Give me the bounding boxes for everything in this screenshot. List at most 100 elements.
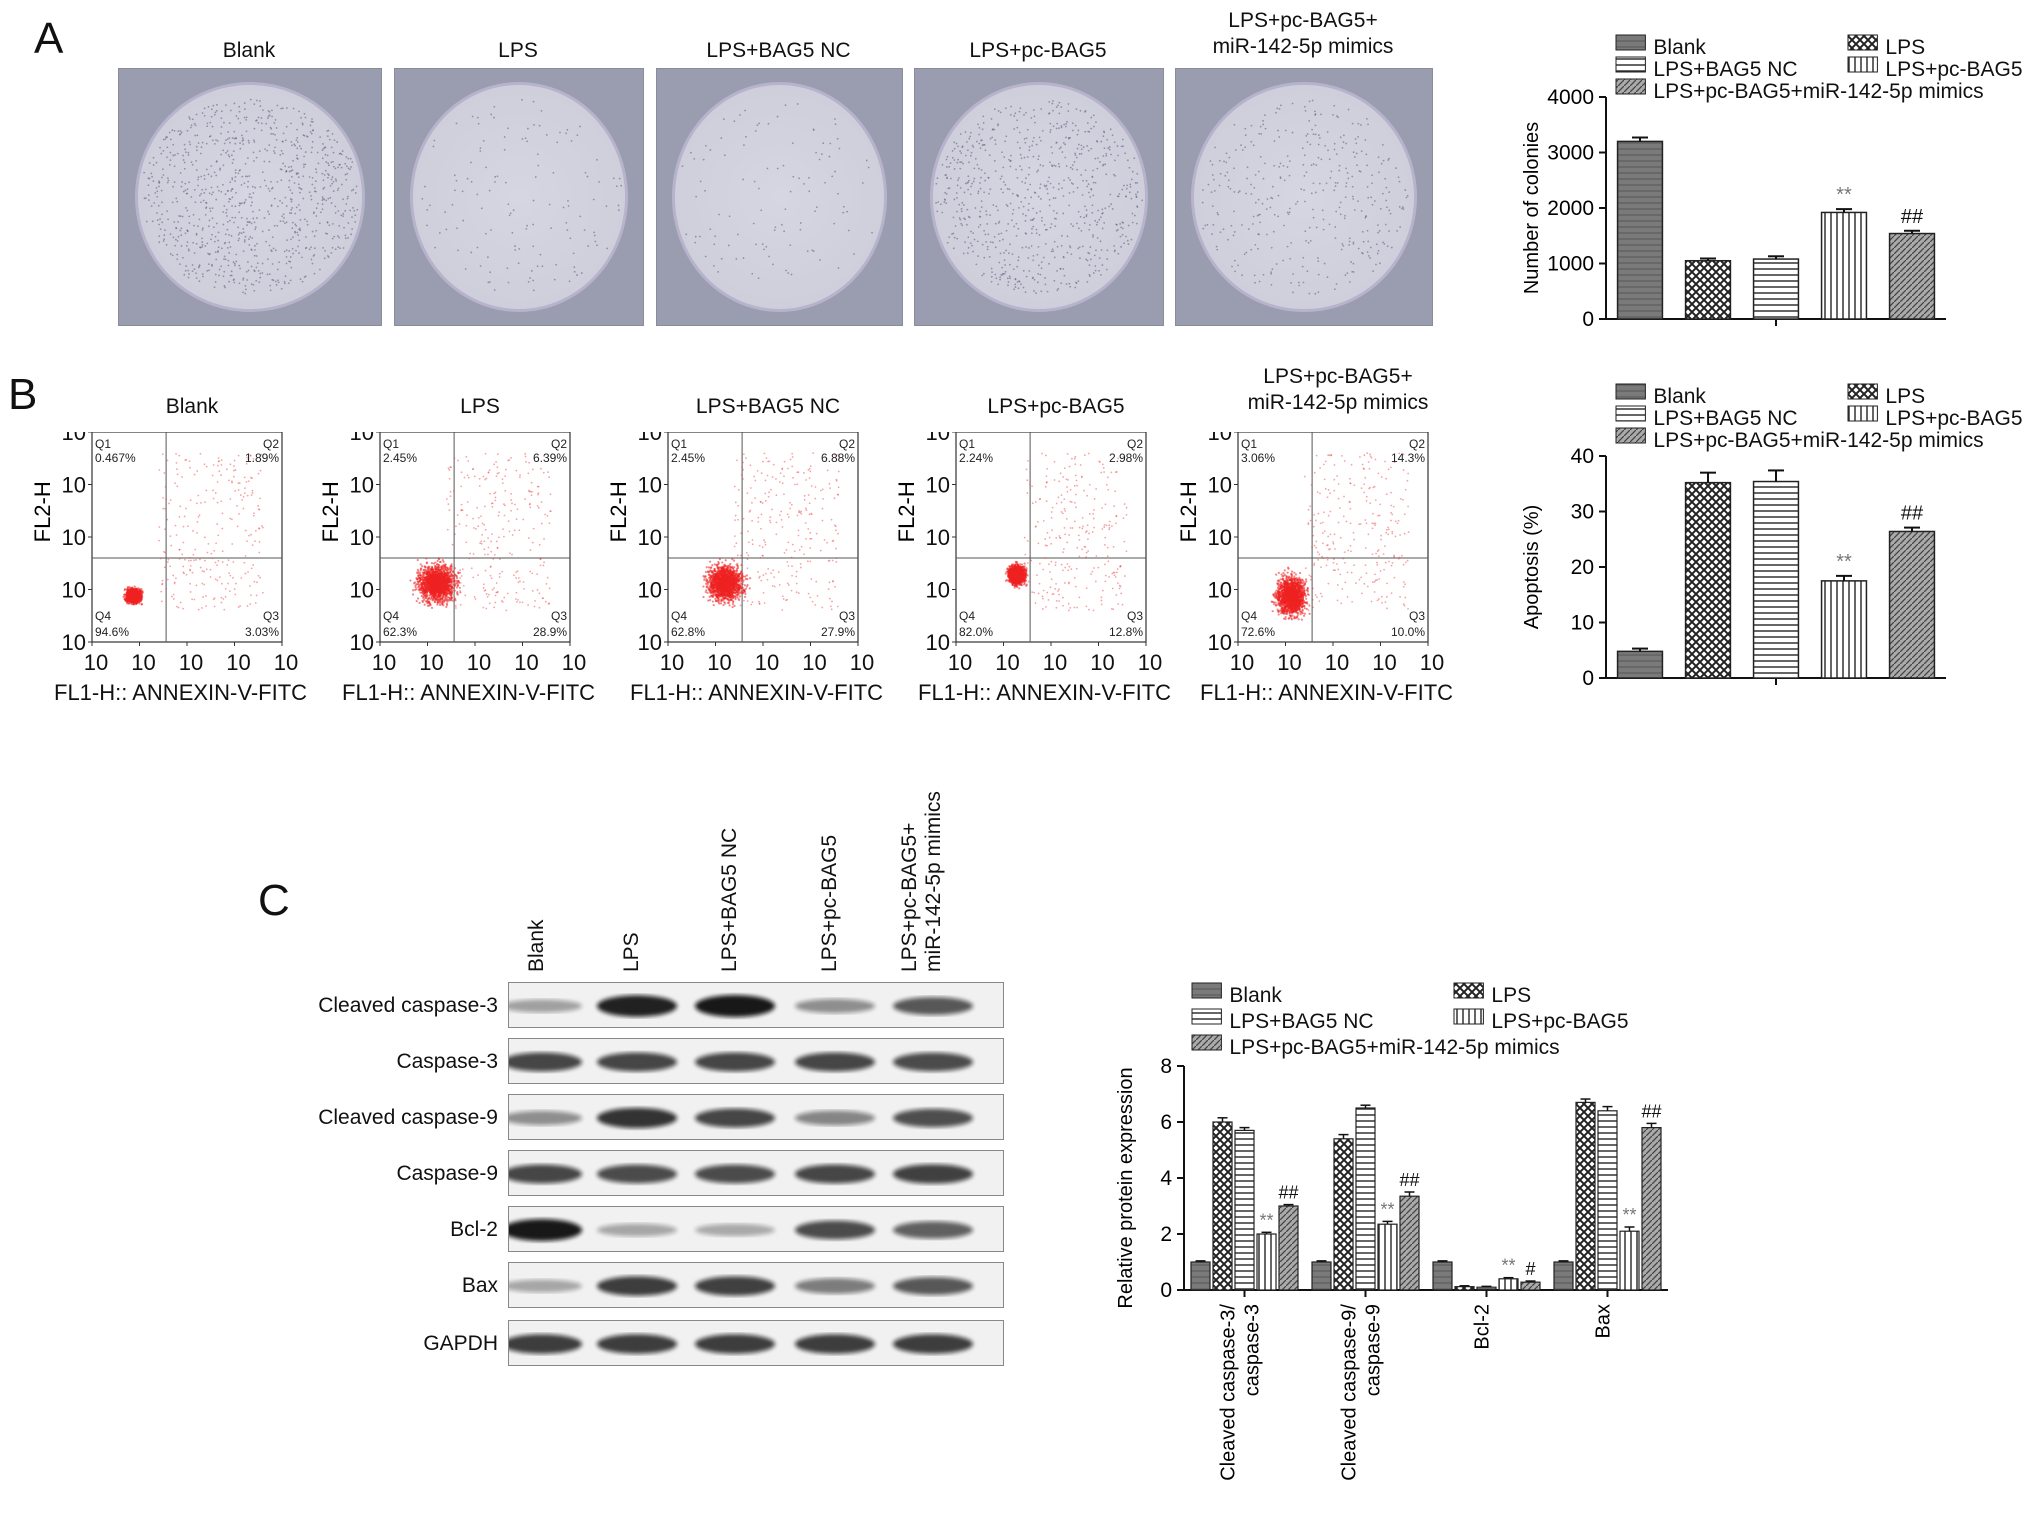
- colony-dot: [332, 180, 335, 183]
- colony-dot: [282, 213, 285, 216]
- colony-dot: [960, 161, 963, 163]
- colony-dot: [249, 98, 252, 101]
- colony-dot: [1131, 170, 1134, 173]
- colony-dot: [1218, 159, 1221, 162]
- colony-dot: [1070, 182, 1073, 184]
- colony-dot: [1227, 238, 1230, 241]
- colony-dot: [190, 196, 193, 198]
- colony-dot: [1355, 152, 1358, 155]
- colony-dot: [1017, 227, 1020, 230]
- colony-dot: [1007, 223, 1010, 225]
- colony-dot: [179, 263, 181, 266]
- colony-dot: [268, 160, 271, 163]
- colony-dot: [1019, 147, 1021, 149]
- colony-dot: [536, 265, 539, 268]
- colony-dot: [1024, 214, 1027, 217]
- colony-dot: [1211, 233, 1213, 236]
- event-dot: [235, 582, 237, 585]
- colony-dot: [445, 228, 448, 231]
- event-dot: [222, 597, 225, 600]
- colony-dot: [1306, 270, 1309, 273]
- colony-dot: [186, 209, 189, 212]
- colony-dot: [1088, 264, 1091, 267]
- colony-dot: [1022, 286, 1025, 289]
- colony-dot: [172, 185, 174, 188]
- event-dot: [132, 602, 135, 606]
- colony-dot: [713, 243, 716, 246]
- colony-dot: [193, 224, 195, 227]
- colony-dot: [1076, 186, 1079, 189]
- colony-dot: [336, 141, 339, 143]
- colony-dot: [328, 138, 331, 141]
- colony-dot: [784, 208, 787, 211]
- colony-dot: [1079, 109, 1082, 112]
- colony-dot: [200, 175, 203, 178]
- event-dot: [203, 463, 206, 466]
- colony-dot: [194, 134, 197, 137]
- colony-dot: [988, 154, 991, 157]
- colony-dot: [245, 118, 247, 121]
- colony-dot: [1377, 224, 1379, 226]
- colony-dot: [974, 157, 977, 160]
- colony-dot: [527, 280, 530, 283]
- colony-dot: [297, 176, 300, 179]
- colony-dot: [191, 163, 194, 166]
- colony-dot: [1273, 164, 1276, 167]
- colony-dot: [259, 276, 262, 279]
- colony-dot: [244, 198, 247, 201]
- colony-dot: [147, 184, 150, 187]
- colony-dot: [310, 246, 312, 249]
- colony-dot: [356, 208, 359, 211]
- colony-dot: [203, 178, 206, 180]
- colony-dot: [1357, 135, 1360, 138]
- colony-dot: [1071, 164, 1074, 167]
- colony-dot: [1008, 275, 1011, 278]
- colony-dot: [286, 107, 288, 109]
- colony-dot: [242, 250, 245, 253]
- colony-dot: [289, 279, 292, 282]
- colony-dot: [1307, 241, 1310, 244]
- colony-dot: [1289, 257, 1292, 260]
- colony-dot: [332, 160, 334, 163]
- colony-dot: [1068, 204, 1071, 207]
- colony-dot: [1025, 246, 1027, 248]
- colony-dot: [1111, 134, 1114, 137]
- event-dot: [214, 578, 217, 581]
- colony-dot: [1317, 143, 1320, 146]
- colony-dot: [201, 237, 203, 240]
- colony-dot: [248, 244, 251, 246]
- colony-dot: [735, 258, 738, 260]
- event-dot: [257, 508, 260, 511]
- colony-dot: [1233, 191, 1236, 193]
- colony-dot: [285, 249, 288, 252]
- colony-dot: [1322, 218, 1325, 221]
- colony-dot: [244, 292, 247, 295]
- colony-dot: [990, 118, 993, 120]
- colony-dot: [284, 275, 287, 278]
- colony-dot: [1092, 272, 1095, 274]
- colony-dot: [252, 160, 255, 162]
- colony-dot: [235, 115, 238, 117]
- event-dot: [201, 570, 204, 572]
- event-dot: [126, 588, 129, 591]
- colony-dot: [530, 270, 533, 272]
- colony-dot: [1025, 275, 1028, 278]
- colony-dot: [1213, 189, 1216, 192]
- colony-dot: [1116, 145, 1119, 147]
- colony-dot: [964, 154, 967, 157]
- colony-dot: [967, 188, 970, 191]
- colony-dot: [223, 284, 226, 287]
- colony-dot: [972, 250, 974, 253]
- colony-dot: [421, 197, 424, 200]
- event-dot: [250, 494, 253, 497]
- flow-plot-title: LPS: [460, 395, 500, 418]
- event-dot: [422, 595, 425, 598]
- colony-dot: [321, 172, 324, 175]
- colony-dot: [1211, 205, 1214, 208]
- colony-dot: [1254, 281, 1256, 284]
- colony-dot: [1333, 189, 1336, 192]
- colony-dot: [329, 184, 332, 187]
- dish-title: LPS+pc-BAG5+ miR-142-5p mimics: [1212, 9, 1394, 58]
- colony-dot: [493, 116, 495, 119]
- colony-dot: [301, 280, 304, 283]
